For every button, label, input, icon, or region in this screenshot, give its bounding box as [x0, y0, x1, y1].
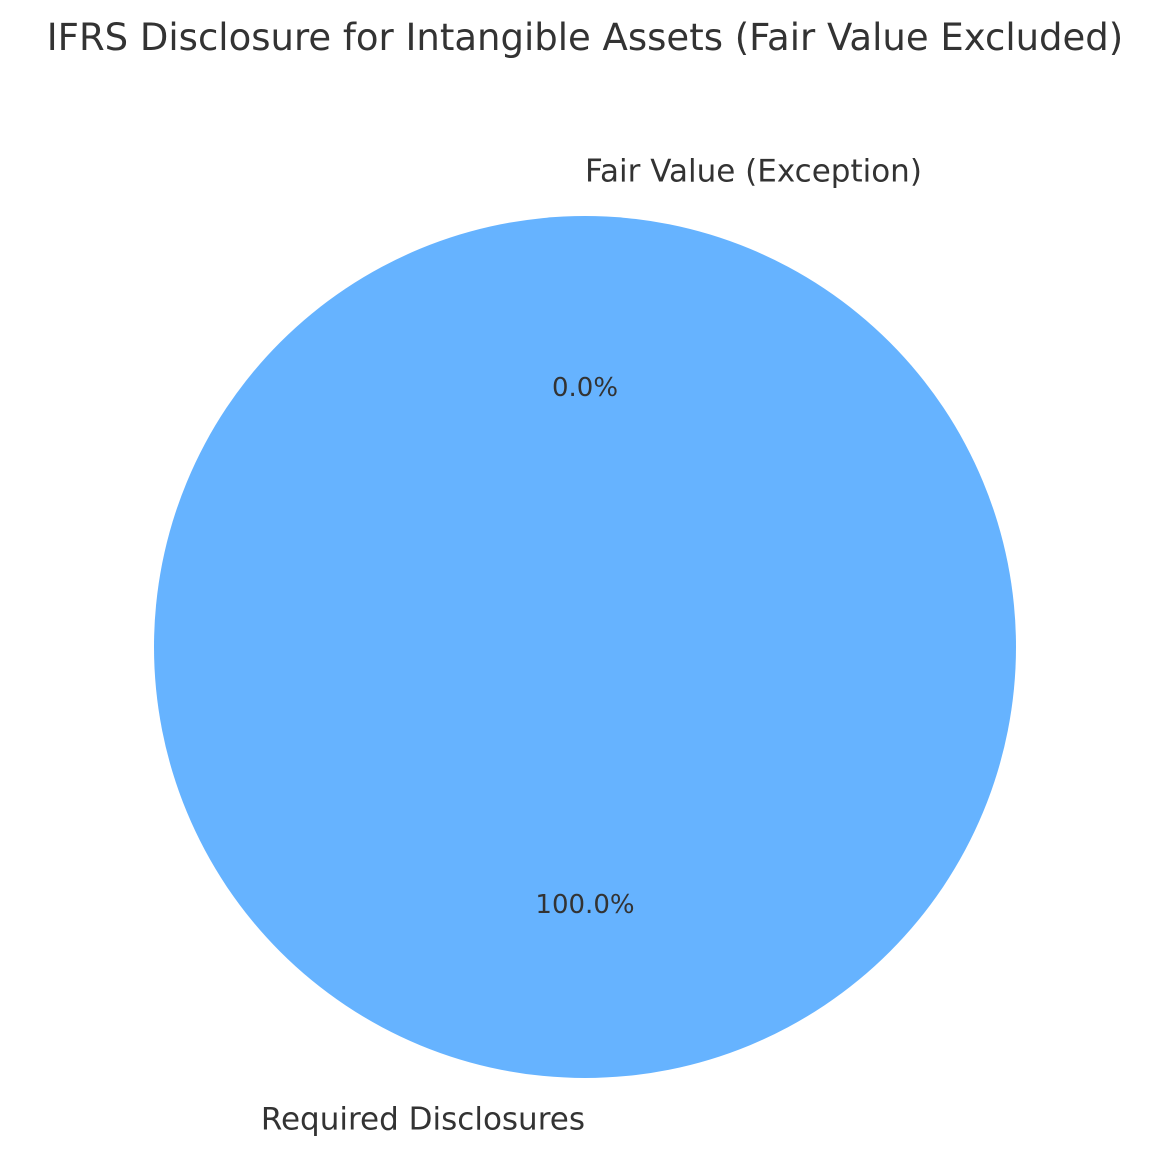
pie-slice-0: [154, 216, 1016, 1078]
slice-label-1: Fair Value (Exception): [585, 153, 922, 189]
pie-labels: Required Disclosures 100.0% Fair Value (Ex…: [261, 153, 922, 1137]
slice-percent-1: 0.0%: [552, 373, 618, 403]
slice-label-0: Required Disclosures: [261, 1102, 585, 1138]
pie-slices: [154, 216, 1016, 1078]
chart-title: IFRS Disclosure for Intangible Assets (F…: [47, 16, 1123, 59]
slice-percent-0: 100.0%: [535, 890, 634, 920]
